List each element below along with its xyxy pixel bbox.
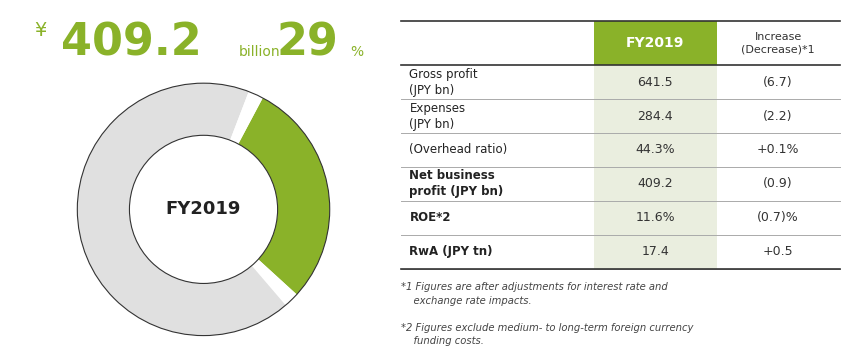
Wedge shape xyxy=(230,92,263,144)
Text: %: % xyxy=(350,45,364,59)
Text: Net business
profit (JPY bn): Net business profit (JPY bn) xyxy=(410,169,504,199)
Text: 29: 29 xyxy=(276,21,338,64)
Wedge shape xyxy=(238,98,330,295)
FancyBboxPatch shape xyxy=(400,201,594,235)
Text: 44.3%: 44.3% xyxy=(635,143,675,156)
Text: FY2019: FY2019 xyxy=(166,200,241,218)
FancyBboxPatch shape xyxy=(594,201,717,235)
FancyBboxPatch shape xyxy=(717,65,840,99)
FancyBboxPatch shape xyxy=(400,133,594,167)
FancyBboxPatch shape xyxy=(594,21,717,65)
Text: *1 Figures are after adjustments for interest rate and
    exchange rate impacts: *1 Figures are after adjustments for int… xyxy=(400,282,667,305)
Text: ROE*2: ROE*2 xyxy=(410,211,451,224)
FancyBboxPatch shape xyxy=(594,235,717,269)
FancyBboxPatch shape xyxy=(400,21,594,65)
Text: +0.5: +0.5 xyxy=(762,245,794,258)
Text: Increase
(Decrease)*1: Increase (Decrease)*1 xyxy=(741,32,815,54)
Text: 409.2: 409.2 xyxy=(60,21,201,64)
FancyBboxPatch shape xyxy=(400,65,594,99)
Text: (0.7)%: (0.7)% xyxy=(757,211,799,224)
FancyBboxPatch shape xyxy=(400,99,594,133)
Text: 11.6%: 11.6% xyxy=(635,211,675,224)
Text: Gross profit
(JPY bn): Gross profit (JPY bn) xyxy=(410,68,478,97)
Text: Expenses
(JPY bn): Expenses (JPY bn) xyxy=(410,101,466,131)
FancyBboxPatch shape xyxy=(717,21,840,65)
Text: (0.9): (0.9) xyxy=(763,177,793,190)
Text: 17.4: 17.4 xyxy=(641,245,669,258)
Wedge shape xyxy=(77,83,286,336)
FancyBboxPatch shape xyxy=(717,201,840,235)
FancyBboxPatch shape xyxy=(717,99,840,133)
FancyBboxPatch shape xyxy=(717,133,840,167)
FancyBboxPatch shape xyxy=(400,235,594,269)
FancyBboxPatch shape xyxy=(594,167,717,201)
Text: 409.2: 409.2 xyxy=(638,177,673,190)
Text: +0.1%: +0.1% xyxy=(756,143,800,156)
Text: (2.2): (2.2) xyxy=(763,109,793,122)
FancyBboxPatch shape xyxy=(400,167,594,201)
Text: 641.5: 641.5 xyxy=(638,75,673,88)
Text: FY2019: FY2019 xyxy=(626,36,684,50)
Text: (6.7): (6.7) xyxy=(763,75,793,88)
Wedge shape xyxy=(252,259,297,305)
FancyBboxPatch shape xyxy=(594,133,717,167)
Text: 284.4: 284.4 xyxy=(638,109,673,122)
FancyBboxPatch shape xyxy=(594,65,717,99)
Text: billion: billion xyxy=(239,45,281,59)
FancyBboxPatch shape xyxy=(717,167,840,201)
Text: ¥: ¥ xyxy=(35,21,47,40)
FancyBboxPatch shape xyxy=(717,235,840,269)
Text: RwA (JPY tn): RwA (JPY tn) xyxy=(410,245,493,258)
FancyBboxPatch shape xyxy=(594,99,717,133)
Text: (Overhead ratio): (Overhead ratio) xyxy=(410,143,508,156)
Text: *2 Figures exclude medium- to long-term foreign currency
    funding costs.: *2 Figures exclude medium- to long-term … xyxy=(400,323,693,346)
